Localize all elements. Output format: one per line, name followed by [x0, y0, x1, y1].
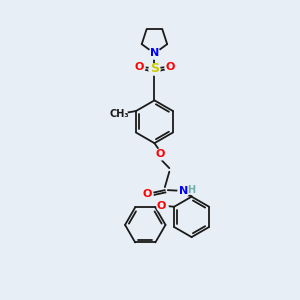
- Text: O: O: [134, 62, 144, 72]
- Text: N: N: [179, 186, 188, 196]
- Text: CH₃: CH₃: [110, 109, 129, 119]
- Text: N: N: [150, 48, 159, 59]
- Text: O: O: [165, 62, 175, 72]
- Text: O: O: [157, 201, 166, 211]
- Text: O: O: [155, 149, 164, 160]
- Text: S: S: [150, 62, 159, 75]
- Text: H: H: [187, 184, 195, 194]
- Text: O: O: [142, 189, 152, 199]
